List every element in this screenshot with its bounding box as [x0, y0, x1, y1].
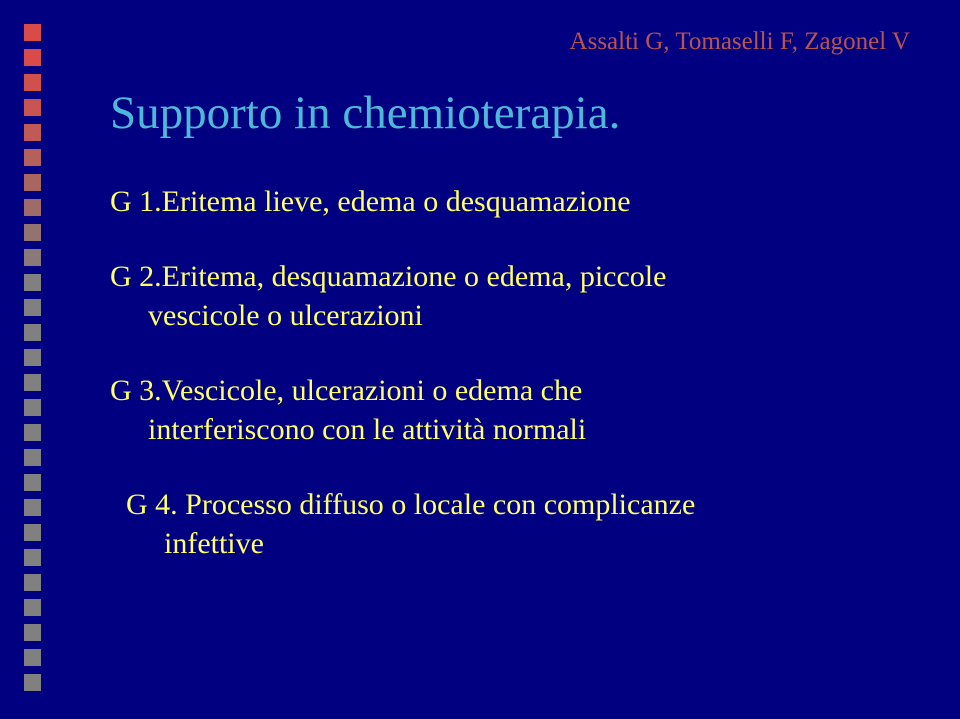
decorative-squares [24, 24, 41, 691]
decorative-square [24, 99, 41, 116]
decorative-square [24, 649, 41, 666]
decorative-square [24, 249, 41, 266]
decorative-square [24, 174, 41, 191]
decorative-square [24, 199, 41, 216]
grade-2-line1: G 2.Eritema, desquamazione o edema, picc… [110, 260, 666, 293]
attribution-text: Assalti G, Tomaselli F, Zagonel V [110, 28, 930, 56]
slide-title: Supporto in chemioterapia. [110, 86, 930, 140]
grade-2: G 2.Eritema, desquamazione o edema, picc… [110, 257, 930, 335]
decorative-square [24, 599, 41, 616]
grade-3-line1: G 3.Vescicole, ulcerazioni o edema che [110, 374, 582, 407]
decorative-square [24, 49, 41, 66]
decorative-square [24, 449, 41, 466]
decorative-square [24, 574, 41, 591]
decorative-square [24, 74, 41, 91]
grade-3-line2: interferiscono con le attività normali [110, 410, 930, 449]
decorative-square [24, 624, 41, 641]
decorative-square [24, 424, 41, 441]
decorative-square [24, 549, 41, 566]
decorative-square [24, 524, 41, 541]
decorative-square [24, 24, 41, 41]
decorative-square [24, 149, 41, 166]
decorative-square [24, 674, 41, 691]
grade-4-line2: infettive [126, 524, 930, 563]
decorative-square [24, 474, 41, 491]
grade-2-line2: vescicole o ulcerazioni [110, 296, 930, 335]
decorative-square [24, 349, 41, 366]
decorative-square [24, 499, 41, 516]
grade-3: G 3.Vescicole, ulcerazioni o edema che i… [110, 371, 930, 449]
decorative-square [24, 124, 41, 141]
decorative-square [24, 299, 41, 316]
decorative-square [24, 274, 41, 291]
grade-1: G 1.Eritema lieve, edema o desquamazione [110, 182, 930, 221]
decorative-square [24, 224, 41, 241]
decorative-square [24, 324, 41, 341]
grade-4-line1: G 4. Processo diffuso o locale con compl… [126, 488, 695, 521]
decorative-square [24, 399, 41, 416]
grade-4: G 4. Processo diffuso o locale con compl… [110, 485, 930, 563]
slide-content: Assalti G, Tomaselli F, Zagonel V Suppor… [110, 28, 930, 563]
decorative-square [24, 374, 41, 391]
